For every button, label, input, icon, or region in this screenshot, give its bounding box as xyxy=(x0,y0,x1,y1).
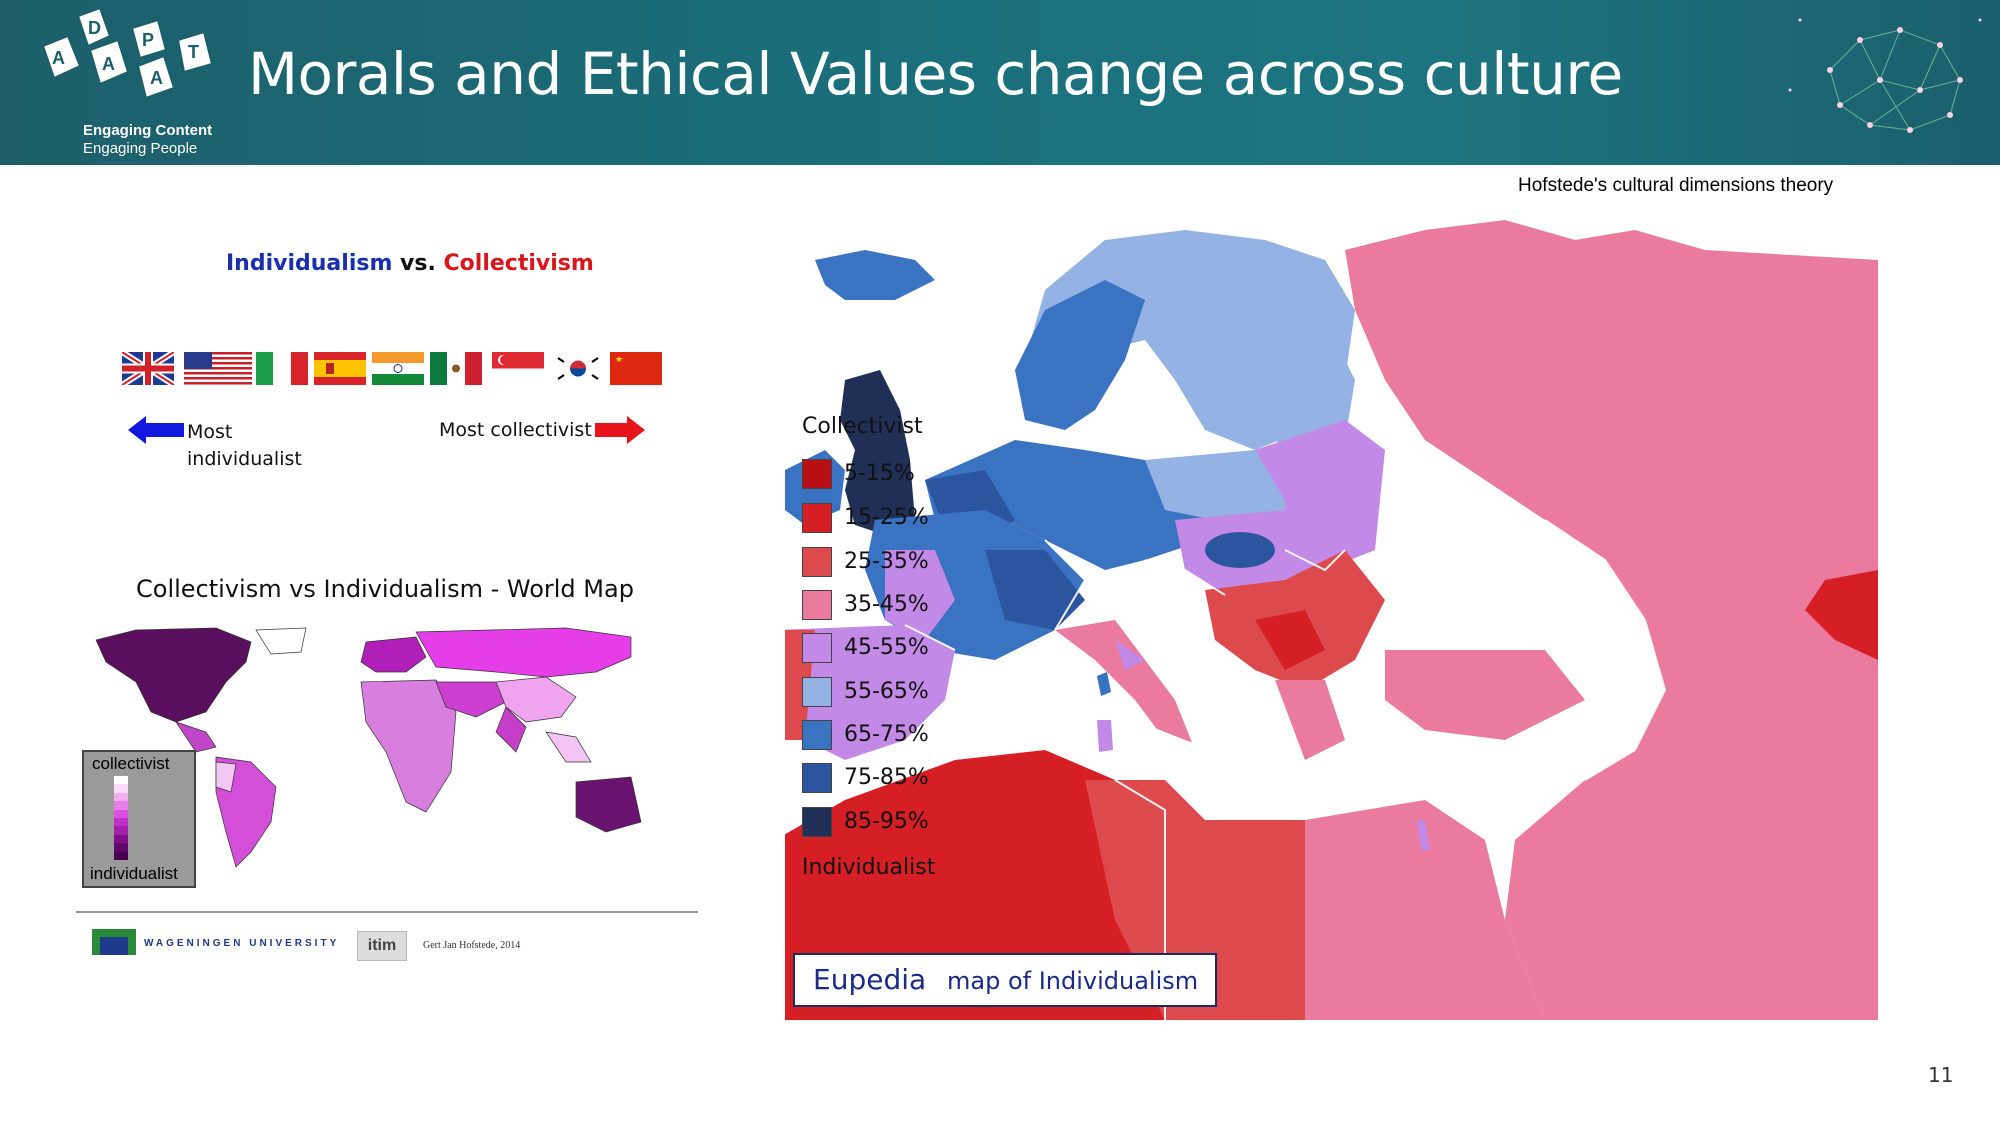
legend-label: 85-95% xyxy=(844,809,929,834)
individualism-vs-collectivism-title: Individualism vs. Collectivism xyxy=(226,251,594,276)
legend-collectivist: collectivist xyxy=(92,754,170,773)
world-map-title: Collectivism vs Individualism - World Ma… xyxy=(136,575,634,603)
world-map-legend: collectivist individualist xyxy=(82,750,196,888)
legend-label: 55-65% xyxy=(844,679,929,704)
right-arrow-icon xyxy=(595,416,645,444)
svg-text:A: A xyxy=(150,68,163,88)
legend-swatch xyxy=(802,547,832,577)
india-flag-icon xyxy=(372,352,424,385)
legend-swatch xyxy=(802,720,832,750)
tagline-engaging-people: Engaging People xyxy=(83,140,198,157)
svg-text:P: P xyxy=(142,30,154,50)
legend-individualist: individualist xyxy=(90,864,178,883)
title-vs: vs. xyxy=(400,251,436,276)
svg-text:D: D xyxy=(88,18,101,38)
page-number: 11 xyxy=(1928,1063,1954,1087)
italy-flag-icon xyxy=(256,352,308,385)
svg-text:A: A xyxy=(102,54,115,74)
legend-swatch xyxy=(802,763,832,793)
author-credit: Gert Jan Hofstede, 2014 xyxy=(423,940,521,951)
svg-text:T: T xyxy=(188,42,199,62)
legend-individualist-footer: Individualist xyxy=(802,855,936,880)
legend-swatch xyxy=(802,677,832,707)
wageningen-logo-icon xyxy=(92,929,136,955)
singapore-flag-icon xyxy=(492,352,544,385)
title-collectivism: Collectivism xyxy=(443,251,594,276)
eupedia-brand: Eupedia xyxy=(813,963,927,996)
adapt-logo-icon: ADA PAT xyxy=(41,6,214,100)
legend-label: 45-55% xyxy=(844,635,929,660)
legend-collectivist-header: Collectivist xyxy=(802,414,923,439)
spain-flag-icon xyxy=(314,352,366,385)
usa-flag-icon xyxy=(184,352,252,385)
eupedia-map-label: map of Individualism xyxy=(947,967,1199,995)
legend-swatch xyxy=(802,459,832,489)
uk-flag-icon xyxy=(122,352,174,385)
left-arrow-icon xyxy=(128,416,184,444)
tagline-engaging-content: Engaging Content xyxy=(83,122,213,139)
most-individualist-label: Most individualist xyxy=(187,421,302,470)
svg-text:A: A xyxy=(52,48,65,68)
itim-logo: itim xyxy=(357,931,407,961)
south-korea-flag-icon xyxy=(552,352,604,385)
legend-label: 25-35% xyxy=(844,549,929,574)
europe-individualism-map xyxy=(785,220,1878,1020)
legend-swatch xyxy=(802,807,832,837)
eupedia-badge: Eupedia map of Individualism xyxy=(793,953,1217,1007)
legend-label: 35-45% xyxy=(844,592,929,617)
legend-label: 65-75% xyxy=(844,722,929,747)
legend-label: 5-15% xyxy=(844,461,915,486)
legend-label: 75-85% xyxy=(844,765,929,790)
page-title: Morals and Ethical Values change across … xyxy=(248,40,1623,108)
legend-color-bar xyxy=(114,776,128,860)
source-caption: Hofstede's cultural dimensions theory xyxy=(1518,175,1834,196)
title-individualism: Individualism xyxy=(226,251,393,276)
wageningen-university-label: WAGENINGEN UNIVERSITY xyxy=(144,938,340,949)
legend-swatch xyxy=(802,590,832,620)
china-flag-icon xyxy=(610,352,662,385)
mexico-flag-icon xyxy=(430,352,482,385)
legend-swatch xyxy=(802,503,832,533)
most-collectivist-label: Most collectivist xyxy=(439,419,592,441)
legend-swatch xyxy=(802,633,832,663)
brain-network-icon xyxy=(1788,18,1982,133)
legend-label: 15-25% xyxy=(844,505,929,530)
